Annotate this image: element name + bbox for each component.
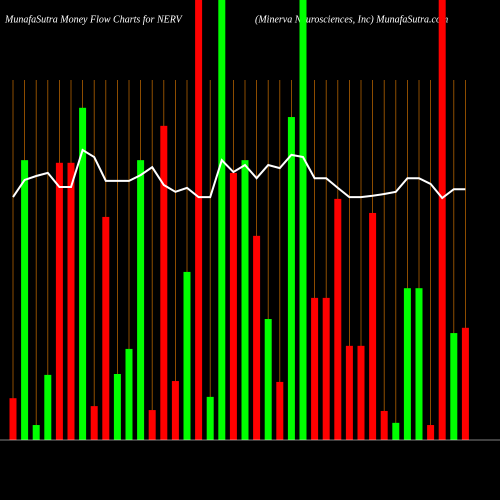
bar [241,160,249,440]
bar [392,422,400,440]
bar [206,396,214,440]
bar [229,172,237,441]
bar [403,288,411,440]
bar [171,381,179,440]
bar [334,198,342,440]
bar [253,235,261,440]
bar [90,406,98,440]
bar [32,425,40,440]
bar [44,374,52,440]
bar [299,0,307,440]
bar [21,160,29,440]
bar [461,327,469,440]
bar [160,125,168,440]
bar [322,297,330,440]
bar [183,271,191,440]
bar [264,319,272,440]
bar [79,107,87,441]
chart-title: MunafaSutra Money Flow Charts for NERV [4,14,184,25]
bar [415,288,423,440]
bar [357,345,365,440]
bar [195,0,203,440]
money-flow-line [12,148,466,200]
bar [380,410,388,440]
bar [148,410,156,440]
bar [218,0,226,440]
bar [311,297,319,440]
bar [450,333,458,440]
bar [55,162,63,441]
bar [137,160,145,440]
bar [113,374,121,440]
bar [438,0,446,440]
bar [369,212,377,440]
bar [102,216,110,440]
bar [9,398,17,440]
bar [345,345,353,440]
bar [67,162,75,441]
bar [125,348,133,440]
chart-subtitle: (Minerva Neurosciences, Inc) MunafaSutra… [255,14,448,25]
bar [427,425,435,440]
bar [276,381,284,440]
bar [287,117,295,440]
